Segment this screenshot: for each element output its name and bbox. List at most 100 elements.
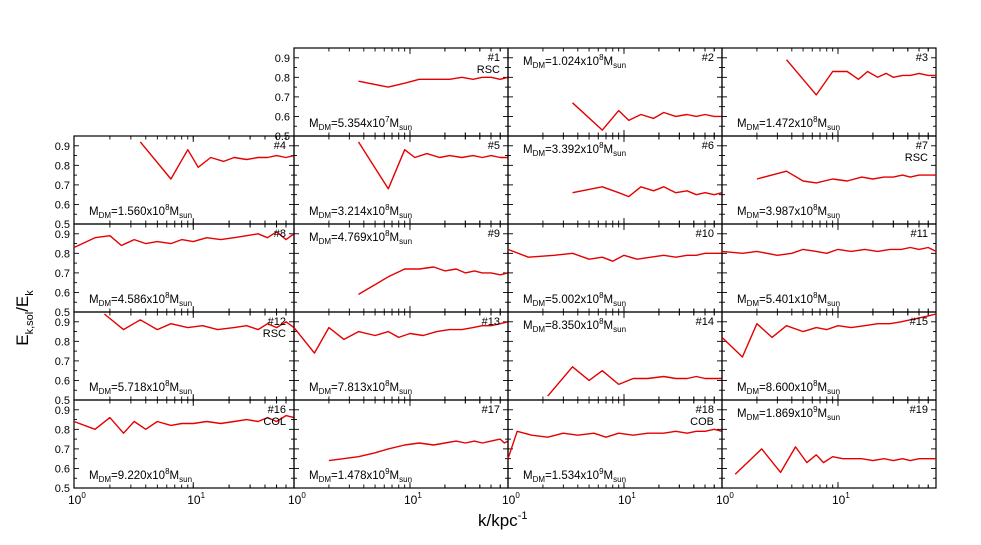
y-tick-label: 0.8: [55, 160, 70, 172]
x-axis-tick-labels: 100 101 100 101 100 101 100 101: [68, 491, 850, 507]
y-tick-label: 0.5: [55, 219, 70, 231]
mass-label: MDM=5.401x108Msun: [737, 291, 840, 308]
y-tick-label: 0.9: [55, 405, 70, 417]
panel-13: #13 MDM=7.813x108Msun: [293, 311, 509, 401]
series-line-3: [785, 59, 936, 96]
panel-id-label: #13: [482, 316, 500, 328]
panel-note-label: RSC: [477, 64, 500, 76]
mass-label: MDM=3.214x108Msun: [309, 203, 412, 220]
series-line-14: [547, 366, 722, 397]
panel-id-label: #15: [910, 316, 928, 328]
mass-label: MDM=1.024x108Msun: [523, 53, 626, 70]
x-tick-label: 100: [502, 491, 520, 507]
series-line-8: [73, 231, 295, 249]
mass-label: MDM=5.718x108Msun: [89, 379, 192, 396]
panel-3: #3 MDM=1.472x108Msun: [721, 47, 937, 137]
y-tick-label: 0.7: [55, 180, 70, 192]
panel-id-label: #16: [268, 404, 286, 416]
y-tick-label: 0.7: [55, 356, 70, 368]
series-line-13: [293, 321, 509, 354]
mass-label: MDM=1.478x109Msun: [309, 467, 412, 484]
panel-id-label: #19: [910, 404, 928, 416]
panel-note-label: RSC: [905, 152, 928, 164]
series-line-4: [139, 141, 295, 180]
panel-id-label: #9: [488, 228, 500, 240]
x-tick-label: 101: [618, 491, 636, 507]
y-tick-label: 0.6: [55, 375, 70, 387]
panel-id-label: #4: [274, 140, 286, 152]
series-line-12: [103, 313, 295, 331]
panel-17: #17 MDM=1.478x109Msun: [293, 399, 509, 489]
y-tick-label: 0.9: [275, 53, 290, 65]
panel-id-label: #5: [488, 140, 500, 152]
mass-label: MDM=4.586x108Msun: [89, 291, 192, 308]
mass-label: MDM=1.869x109Msun: [737, 405, 840, 422]
mass-label: MDM=9.220x108Msun: [89, 467, 192, 484]
panel-note-label: COB: [690, 416, 714, 428]
panel-grid: 0.50.60.70.80.9 #1RSCMDM=5.354x107Msun#2M…: [55, 47, 937, 495]
panel-6: #6 MDM=3.392x108Msun: [507, 135, 723, 225]
y-axis-label-sub: k,sol: [24, 312, 36, 335]
panel-15: #15 MDM=8.600x108Msun: [721, 311, 937, 401]
panel-11: #11 MDM=5.401x108Msun: [721, 223, 937, 313]
panel-id-label: #8: [274, 228, 286, 240]
series-line-2: [572, 102, 722, 131]
series-line-9: [358, 266, 509, 296]
panel-8: 0.5 0.6 0.7 0.8 0.9 #8 MDM=4.586x108Msun: [55, 223, 295, 319]
series-line-10: [507, 248, 722, 262]
mass-label: MDM=8.600x108Msun: [737, 379, 840, 396]
y-tick-label: 0.7: [275, 92, 290, 104]
y-tick-label: 0.9: [55, 229, 70, 241]
panel-id-label: #10: [696, 228, 714, 240]
series-line-11: [721, 246, 937, 257]
mass-label: MDM=3.392x108Msun: [523, 141, 626, 158]
y-tick-label: 0.5: [55, 483, 70, 495]
mass-label: MDM=5.002x108Msun: [523, 291, 626, 308]
y-axis-label: Ek,sol/Ek: [13, 290, 36, 346]
series-line-19: [734, 446, 936, 475]
panel-id-label: #1: [488, 52, 500, 64]
y-tick-label: 0.7: [55, 444, 70, 456]
panel-frame: [721, 399, 937, 489]
series-line-17: [328, 438, 509, 462]
mass-label: MDM=8.350x108Msun: [523, 317, 626, 334]
y-tick-label: 0.7: [55, 268, 70, 280]
series-line-5: [357, 141, 508, 190]
y-axis-label-sub2: k: [24, 290, 36, 296]
mass-label: MDM=4.769x108Msun: [309, 229, 412, 246]
y-tick-label: 0.9: [55, 317, 70, 329]
y-tick-label: 0.8: [55, 424, 70, 436]
panel-19: #19 MDM=1.869x109Msun: [721, 399, 937, 489]
panel-id-label: #3: [916, 52, 928, 64]
panel-id-label: #17: [482, 404, 500, 416]
y-tick-label: 0.5: [55, 307, 70, 319]
series-line-16: [73, 414, 295, 434]
x-tick-label: 100: [288, 491, 306, 507]
panel-id-label: #11: [910, 228, 928, 240]
y-axis-label-slash: /E: [13, 296, 32, 312]
panel-id-label: #12: [268, 316, 286, 328]
panel-id-label: #14: [696, 316, 714, 328]
x-tick-label: 100: [68, 491, 86, 507]
mass-label: MDM=3.987x108Msun: [737, 203, 840, 220]
y-tick-label: 0.9: [55, 141, 70, 153]
panel-note-label: RSC: [263, 328, 286, 340]
panel-id-label: #18: [696, 404, 714, 416]
y-tick-label: 0.8: [55, 336, 70, 348]
x-tick-label: 101: [187, 491, 205, 507]
x-axis-label-sup: -1: [518, 510, 528, 522]
panel-id-label: #6: [702, 140, 714, 152]
y-tick-label: 0.6: [275, 111, 290, 123]
series-line-7: [756, 170, 936, 184]
x-axis-label: k/kpc-1: [478, 510, 527, 530]
mass-label: MDM=1.534x109Msun: [523, 467, 626, 484]
mass-label: MDM=5.354x107Msun: [309, 115, 412, 132]
x-tick-label: 100: [716, 491, 734, 507]
panel-9: #9 MDM=4.769x108Msun: [293, 223, 509, 313]
series-line-1: [358, 76, 509, 88]
